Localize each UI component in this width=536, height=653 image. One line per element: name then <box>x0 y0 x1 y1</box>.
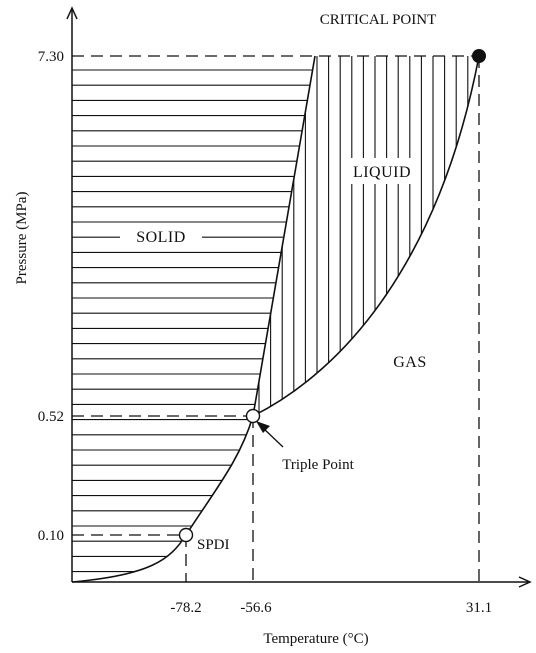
triple-point-arrow <box>256 421 284 448</box>
x-tick-31-1: 31.1 <box>466 600 492 616</box>
y-tick-0-10: 0.10 <box>38 528 64 544</box>
critical-point-label: CRITICAL POINT <box>320 12 437 28</box>
region-label-liquid: LIQUID <box>353 164 411 181</box>
x-tick-minus-78-2: -78.2 <box>170 600 201 616</box>
critical-point-marker <box>472 49 486 63</box>
region-label-solid: SOLID <box>136 229 186 246</box>
phase-boundaries <box>71 55 480 583</box>
solid-region-hatch <box>72 69 315 573</box>
y-tick-7-30: 7.30 <box>38 49 64 65</box>
y-axis-title: Pressure (MPa) <box>14 192 30 285</box>
y-tick-0-52: 0.52 <box>38 409 64 425</box>
sublimation-point-marker <box>178 527 194 543</box>
y-axis-arrow <box>66 6 78 20</box>
triple-point-label: Triple Point <box>282 457 354 473</box>
x-axis-title: Temperature (°C) <box>263 631 368 647</box>
sublimation-point-label: SPDI <box>197 537 230 553</box>
x-tick-minus-56-6: -56.6 <box>240 600 272 616</box>
sublimation-curve <box>71 415 254 583</box>
triple-point-marker <box>245 408 261 424</box>
liquid-region-hatch <box>258 56 479 416</box>
melting-curve <box>252 55 316 417</box>
vaporization-curve <box>252 55 480 417</box>
guide-lines <box>72 55 480 582</box>
region-label-gas: GAS <box>393 354 427 371</box>
x-axis-arrow <box>518 576 532 588</box>
axes <box>66 6 532 588</box>
